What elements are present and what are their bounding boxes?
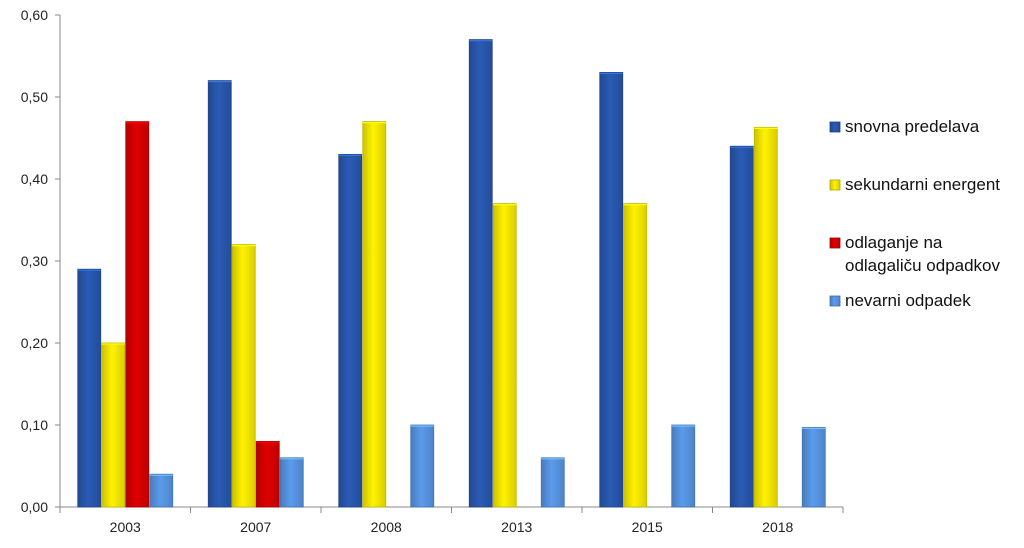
x-tick-label: 2008 [371, 519, 402, 535]
x-tick-label: 2018 [762, 519, 793, 535]
legend-label: sekundarni energent [845, 175, 1000, 194]
legend-swatch [829, 121, 841, 133]
legend-swatch [829, 295, 841, 307]
bar-sekundarni-energent-2018 [753, 126, 778, 508]
bar-snovna-predelava-2008 [338, 153, 363, 508]
x-tick-label: 2013 [501, 519, 532, 535]
axes [55, 14, 844, 513]
legend-label: odlaganje na odlagaliču odpadkov [845, 233, 1001, 275]
x-tick-label: 2015 [632, 519, 663, 535]
bar-nevarni-odpadek-2018 [801, 427, 826, 508]
bar-snovna-predelava-2015 [599, 72, 624, 508]
axis-labels: 0,00 0,10 0,20 0,30 0,40 0,50 0,60 2003 2007 2008… [21, 7, 794, 535]
legend-swatch [829, 237, 841, 249]
bar-nevarni-odpadek-2007 [279, 457, 304, 508]
bar-snovna-predelava-2007 [207, 80, 232, 508]
bar-sekundarni-energent-2003 [101, 342, 126, 508]
y-tick-label: 0,10 [21, 417, 48, 433]
bar-nevarni-odpadek-2013 [540, 457, 565, 508]
y-tick-label: 0,30 [21, 253, 48, 269]
legend-label: nevarni odpadek [845, 291, 971, 310]
y-tick-label: 0,00 [21, 499, 48, 515]
bar-sekundarni-energent-2008 [362, 121, 387, 508]
bar-snovna-predelava-2003 [77, 268, 102, 508]
bars [77, 39, 826, 508]
bar-sekundarni-energent-2013 [492, 203, 517, 508]
bar-odlaganje-na-2007 [255, 440, 280, 508]
bar-snovna-predelava-2013 [468, 39, 493, 508]
bar-nevarni-odpadek-2008 [410, 424, 435, 508]
legend-swatch [829, 179, 841, 191]
bar-nevarni-odpadek-2015 [671, 424, 696, 508]
bar-snovna-predelava-2018 [729, 145, 754, 508]
bar-odlaganje-na-2003 [125, 121, 150, 508]
legend: snovna predelava sekundarni energent odlag… [829, 117, 1001, 310]
bar-sekundarni-energent-2015 [623, 203, 648, 508]
x-tick-label: 2007 [240, 519, 271, 535]
legend-label: snovna predelava [845, 117, 980, 136]
y-tick-label: 0,60 [21, 7, 48, 23]
bar-sekundarni-energent-2007 [231, 244, 256, 508]
y-tick-label: 0,50 [21, 89, 48, 105]
x-tick-label: 2003 [110, 519, 141, 535]
y-tick-label: 0,40 [21, 171, 48, 187]
y-tick-label: 0,20 [21, 335, 48, 351]
bar-nevarni-odpadek-2003 [149, 473, 174, 508]
